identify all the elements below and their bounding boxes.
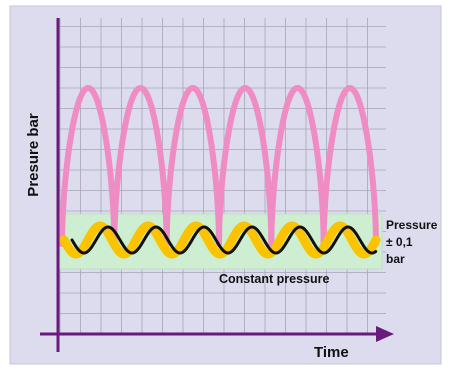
diagram-frame [9, 5, 442, 365]
x-axis-label: Time [314, 344, 349, 361]
x-axis-arrow [376, 326, 394, 342]
band-label: Constant pressure [219, 272, 329, 286]
constant-pressure-wave-outer [59, 221, 381, 259]
y-axis-label: Presure bar [25, 113, 42, 197]
tolerance-label-line3: bar [386, 252, 405, 266]
tolerance-label-line1: Pressure [386, 218, 438, 232]
tolerance-label-line2: ± 0,1 [386, 235, 413, 249]
constant-pressure-wave-inner [70, 225, 378, 255]
